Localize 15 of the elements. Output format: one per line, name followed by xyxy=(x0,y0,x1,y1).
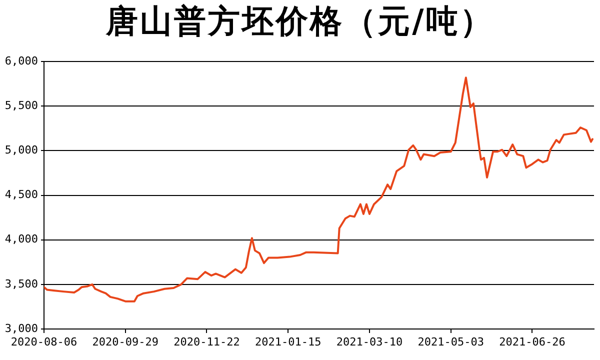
y-tick-label: 5,500 xyxy=(4,99,38,112)
chart-title: 唐山普方坯价格（元/吨） xyxy=(104,1,495,42)
x-tick-label: 2020-08-06 xyxy=(10,335,78,348)
x-tick-label: 2021-06-26 xyxy=(499,335,566,348)
y-tick-label: 6,000 xyxy=(4,54,38,68)
y-tick-label: 4,000 xyxy=(4,232,38,246)
y-tick-label: 3,500 xyxy=(4,277,38,290)
y-tick-label: 5,000 xyxy=(4,144,38,157)
y-tick-label: 3,000 xyxy=(4,322,38,335)
x-tick-label: 2021-03-10 xyxy=(336,335,403,348)
x-tick-label: 2021-01-15 xyxy=(254,335,322,348)
x-tick-label: 2021-05-03 xyxy=(418,335,484,348)
x-tick-label: 2020-09-29 xyxy=(92,335,158,348)
y-tick-label: 4,500 xyxy=(4,188,38,202)
x-tick-label: 2020-11-22 xyxy=(174,335,240,348)
